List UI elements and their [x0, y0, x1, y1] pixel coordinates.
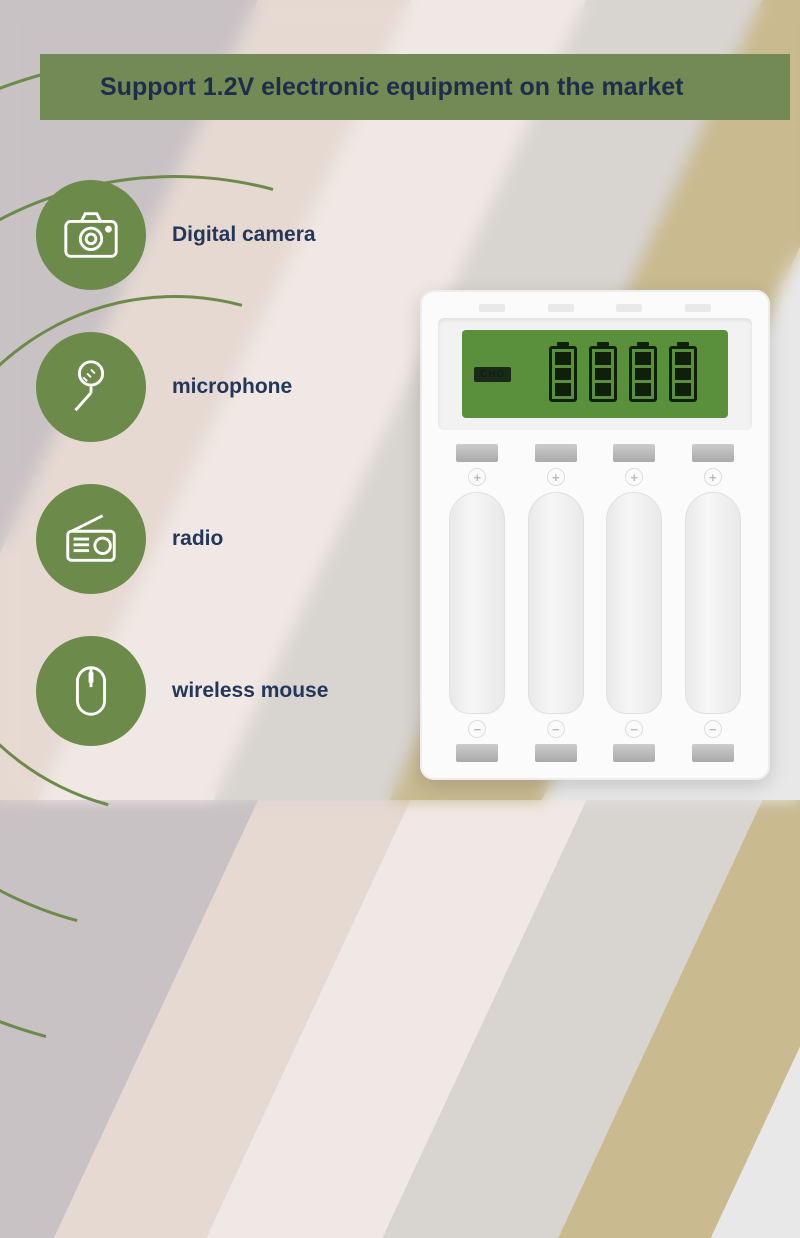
- feature-mic: microphone: [36, 332, 292, 442]
- radio-icon: [36, 484, 146, 594]
- lcd-battery-icon: [589, 346, 617, 402]
- mouse-icon: [36, 636, 146, 746]
- lcd-screen: CHG: [462, 330, 728, 418]
- feature-label-radio: radio: [172, 527, 223, 551]
- battery-slot: +−: [606, 444, 662, 762]
- camera-icon: [36, 180, 146, 290]
- lcd-battery-icon: [549, 346, 577, 402]
- mic-icon: [36, 332, 146, 442]
- lcd-frame: CHG: [438, 318, 752, 430]
- feature-radio: radio: [36, 484, 223, 594]
- battery-slot: +−: [685, 444, 741, 762]
- battery-slot: +−: [528, 444, 584, 762]
- headline-banner: Support 1.2V electronic equipment on the…: [40, 54, 790, 120]
- chg-indicator: CHG: [474, 367, 511, 382]
- feature-label-mouse: wireless mouse: [172, 679, 328, 703]
- feature-label-camera: Digital camera: [172, 223, 316, 247]
- feature-camera: Digital camera: [36, 180, 316, 290]
- battery-slot: +−: [449, 444, 505, 762]
- lcd-battery-icon: [629, 346, 657, 402]
- product-charger: CHG +−+−+−+−: [420, 290, 770, 780]
- feature-label-mic: microphone: [172, 375, 292, 399]
- headline-text: Support 1.2V electronic equipment on the…: [100, 73, 683, 102]
- lcd-battery-icon: [669, 346, 697, 402]
- feature-mouse: wireless mouse: [36, 636, 328, 746]
